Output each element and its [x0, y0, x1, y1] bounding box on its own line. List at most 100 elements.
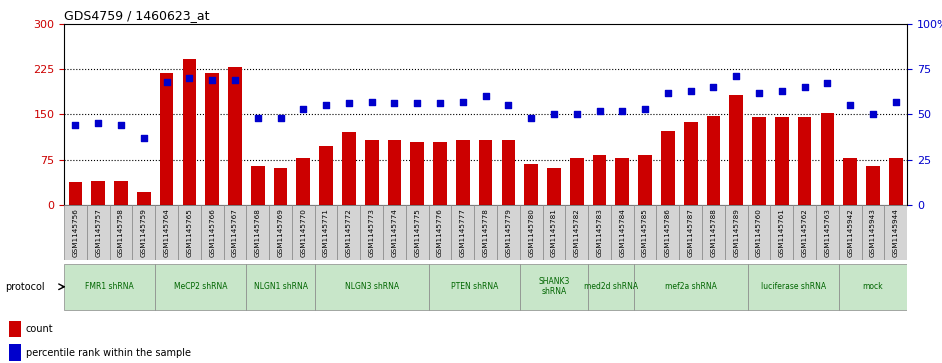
Bar [843, 158, 857, 205]
Text: GSM1145764: GSM1145764 [164, 208, 170, 257]
Point [615, 108, 630, 114]
Point [820, 81, 835, 86]
Point [888, 99, 903, 105]
Text: PTEN shRNA: PTEN shRNA [450, 282, 498, 291]
FancyBboxPatch shape [178, 205, 201, 260]
FancyBboxPatch shape [748, 264, 838, 310]
Point [569, 111, 584, 117]
Bar [753, 117, 766, 205]
FancyBboxPatch shape [315, 205, 337, 260]
FancyBboxPatch shape [109, 205, 133, 260]
Bar [114, 181, 128, 205]
Point [524, 115, 539, 121]
Text: GSM1145760: GSM1145760 [756, 208, 762, 257]
Point [774, 88, 789, 94]
Text: GSM1145786: GSM1145786 [665, 208, 671, 257]
Point [273, 115, 288, 121]
Point [546, 111, 561, 117]
FancyBboxPatch shape [247, 264, 315, 310]
Text: GSM1145769: GSM1145769 [278, 208, 284, 257]
Point [68, 122, 83, 128]
Bar [479, 140, 493, 205]
Text: NLGN3 shRNA: NLGN3 shRNA [345, 282, 398, 291]
Point [227, 77, 242, 83]
Bar [525, 164, 538, 205]
FancyBboxPatch shape [724, 205, 748, 260]
Point [296, 106, 311, 112]
FancyBboxPatch shape [155, 205, 178, 260]
Text: GSM1145765: GSM1145765 [187, 208, 192, 257]
FancyBboxPatch shape [588, 264, 634, 310]
Bar [775, 117, 788, 205]
Point [341, 101, 356, 106]
Point [159, 79, 174, 85]
Point [843, 102, 858, 108]
Point [204, 77, 219, 83]
FancyBboxPatch shape [360, 205, 383, 260]
Bar [639, 155, 652, 205]
Text: GSM1145942: GSM1145942 [847, 208, 853, 257]
Bar [547, 168, 560, 205]
Text: GSM1145776: GSM1145776 [437, 208, 443, 257]
Bar [365, 140, 379, 205]
Text: mock: mock [863, 282, 884, 291]
FancyBboxPatch shape [748, 205, 771, 260]
FancyBboxPatch shape [702, 205, 724, 260]
Text: GSM1145781: GSM1145781 [551, 208, 557, 257]
Text: NLGN1 shRNA: NLGN1 shRNA [253, 282, 307, 291]
Point [387, 101, 402, 106]
FancyBboxPatch shape [64, 205, 87, 260]
Text: GSM1145763: GSM1145763 [824, 208, 831, 257]
FancyBboxPatch shape [588, 205, 611, 260]
Bar [9, 344, 21, 361]
Bar [433, 142, 447, 205]
Text: GSM1145773: GSM1145773 [368, 208, 375, 257]
Point [592, 108, 607, 114]
Bar [319, 146, 333, 205]
FancyBboxPatch shape [520, 264, 588, 310]
Point [455, 99, 470, 105]
FancyBboxPatch shape [64, 264, 155, 310]
FancyBboxPatch shape [315, 264, 429, 310]
Point [683, 88, 698, 94]
Bar [615, 158, 629, 205]
FancyBboxPatch shape [634, 264, 748, 310]
Bar [456, 140, 470, 205]
Text: FMR1 shRNA: FMR1 shRNA [86, 282, 134, 291]
FancyBboxPatch shape [429, 264, 520, 310]
Bar [91, 181, 106, 205]
Text: mef2a shRNA: mef2a shRNA [665, 282, 717, 291]
FancyBboxPatch shape [611, 205, 634, 260]
FancyBboxPatch shape [885, 205, 907, 260]
Text: GSM1145787: GSM1145787 [688, 208, 693, 257]
Bar [729, 95, 743, 205]
Text: GSM1145784: GSM1145784 [619, 208, 625, 257]
FancyBboxPatch shape [292, 205, 315, 260]
Text: GSM1145768: GSM1145768 [254, 208, 261, 257]
Text: GSM1145944: GSM1145944 [893, 208, 899, 257]
FancyBboxPatch shape [816, 205, 838, 260]
Point [501, 102, 516, 108]
Bar [297, 158, 310, 205]
Bar [570, 158, 584, 205]
Text: GSM1145759: GSM1145759 [140, 208, 147, 257]
Text: GSM1145779: GSM1145779 [506, 208, 512, 257]
Text: GSM1145782: GSM1145782 [574, 208, 579, 257]
FancyBboxPatch shape [543, 205, 565, 260]
Point [479, 93, 494, 99]
Bar [160, 73, 173, 205]
Text: protocol: protocol [5, 282, 44, 292]
Bar [501, 140, 515, 205]
Text: GSM1145770: GSM1145770 [300, 208, 306, 257]
Bar [889, 158, 902, 205]
FancyBboxPatch shape [520, 205, 543, 260]
Text: GSM1145756: GSM1145756 [73, 208, 78, 257]
FancyBboxPatch shape [474, 205, 497, 260]
Point [752, 90, 767, 95]
FancyBboxPatch shape [155, 264, 247, 310]
FancyBboxPatch shape [247, 205, 269, 260]
Bar [205, 73, 219, 205]
Text: GSM1145761: GSM1145761 [779, 208, 785, 257]
Bar [593, 155, 607, 205]
Point [729, 73, 744, 79]
